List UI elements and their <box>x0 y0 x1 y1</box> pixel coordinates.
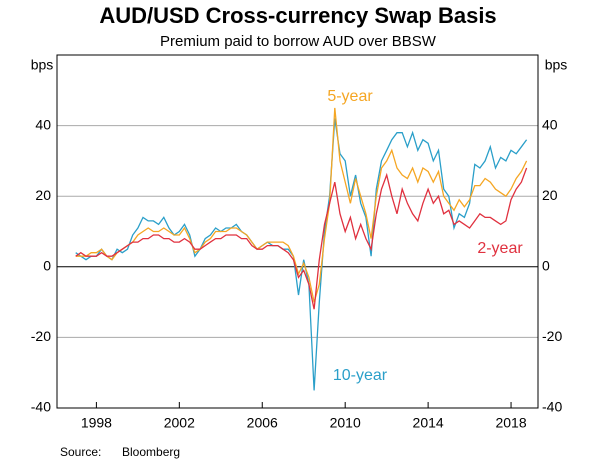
y-tick-label: -40 <box>31 399 51 415</box>
y2-tick-label: -20 <box>542 328 562 344</box>
x-tick-label: 2010 <box>330 415 361 431</box>
y2-tick-label: -40 <box>542 399 562 415</box>
chart-subtitle: Premium paid to borrow AUD over BBSW <box>160 33 437 50</box>
x-tick-label: 2002 <box>164 415 195 431</box>
plot-frame <box>56 54 539 409</box>
y2-tick-label: 0 <box>542 258 550 274</box>
y2-tick-label: 20 <box>542 187 558 203</box>
y2-axis-label: bps <box>545 57 568 73</box>
x-tick-label: 2006 <box>247 415 278 431</box>
series-label: 5-year <box>327 88 373 105</box>
y-tick-label: 20 <box>35 187 51 203</box>
y-tick-label: 0 <box>43 258 51 274</box>
y2-tick-label: 40 <box>542 116 558 132</box>
series-label: 2-year <box>477 240 523 257</box>
chart-title: AUD/USD Cross-currency Swap Basis <box>99 3 496 28</box>
x-tick-label: 1998 <box>81 415 112 431</box>
y-axis-label: bps <box>31 57 54 73</box>
series-line <box>75 118 528 391</box>
y-tick-label: 40 <box>35 116 51 132</box>
source-label: Source: <box>60 445 101 459</box>
source: Bloomberg <box>122 445 180 459</box>
x-tick-label: 2018 <box>495 415 526 431</box>
series-line <box>75 107 528 303</box>
y-tick-label: -20 <box>31 328 51 344</box>
x-tick-label: 2014 <box>413 415 444 431</box>
series-line <box>75 167 528 310</box>
series-label: 10-year <box>333 367 388 384</box>
